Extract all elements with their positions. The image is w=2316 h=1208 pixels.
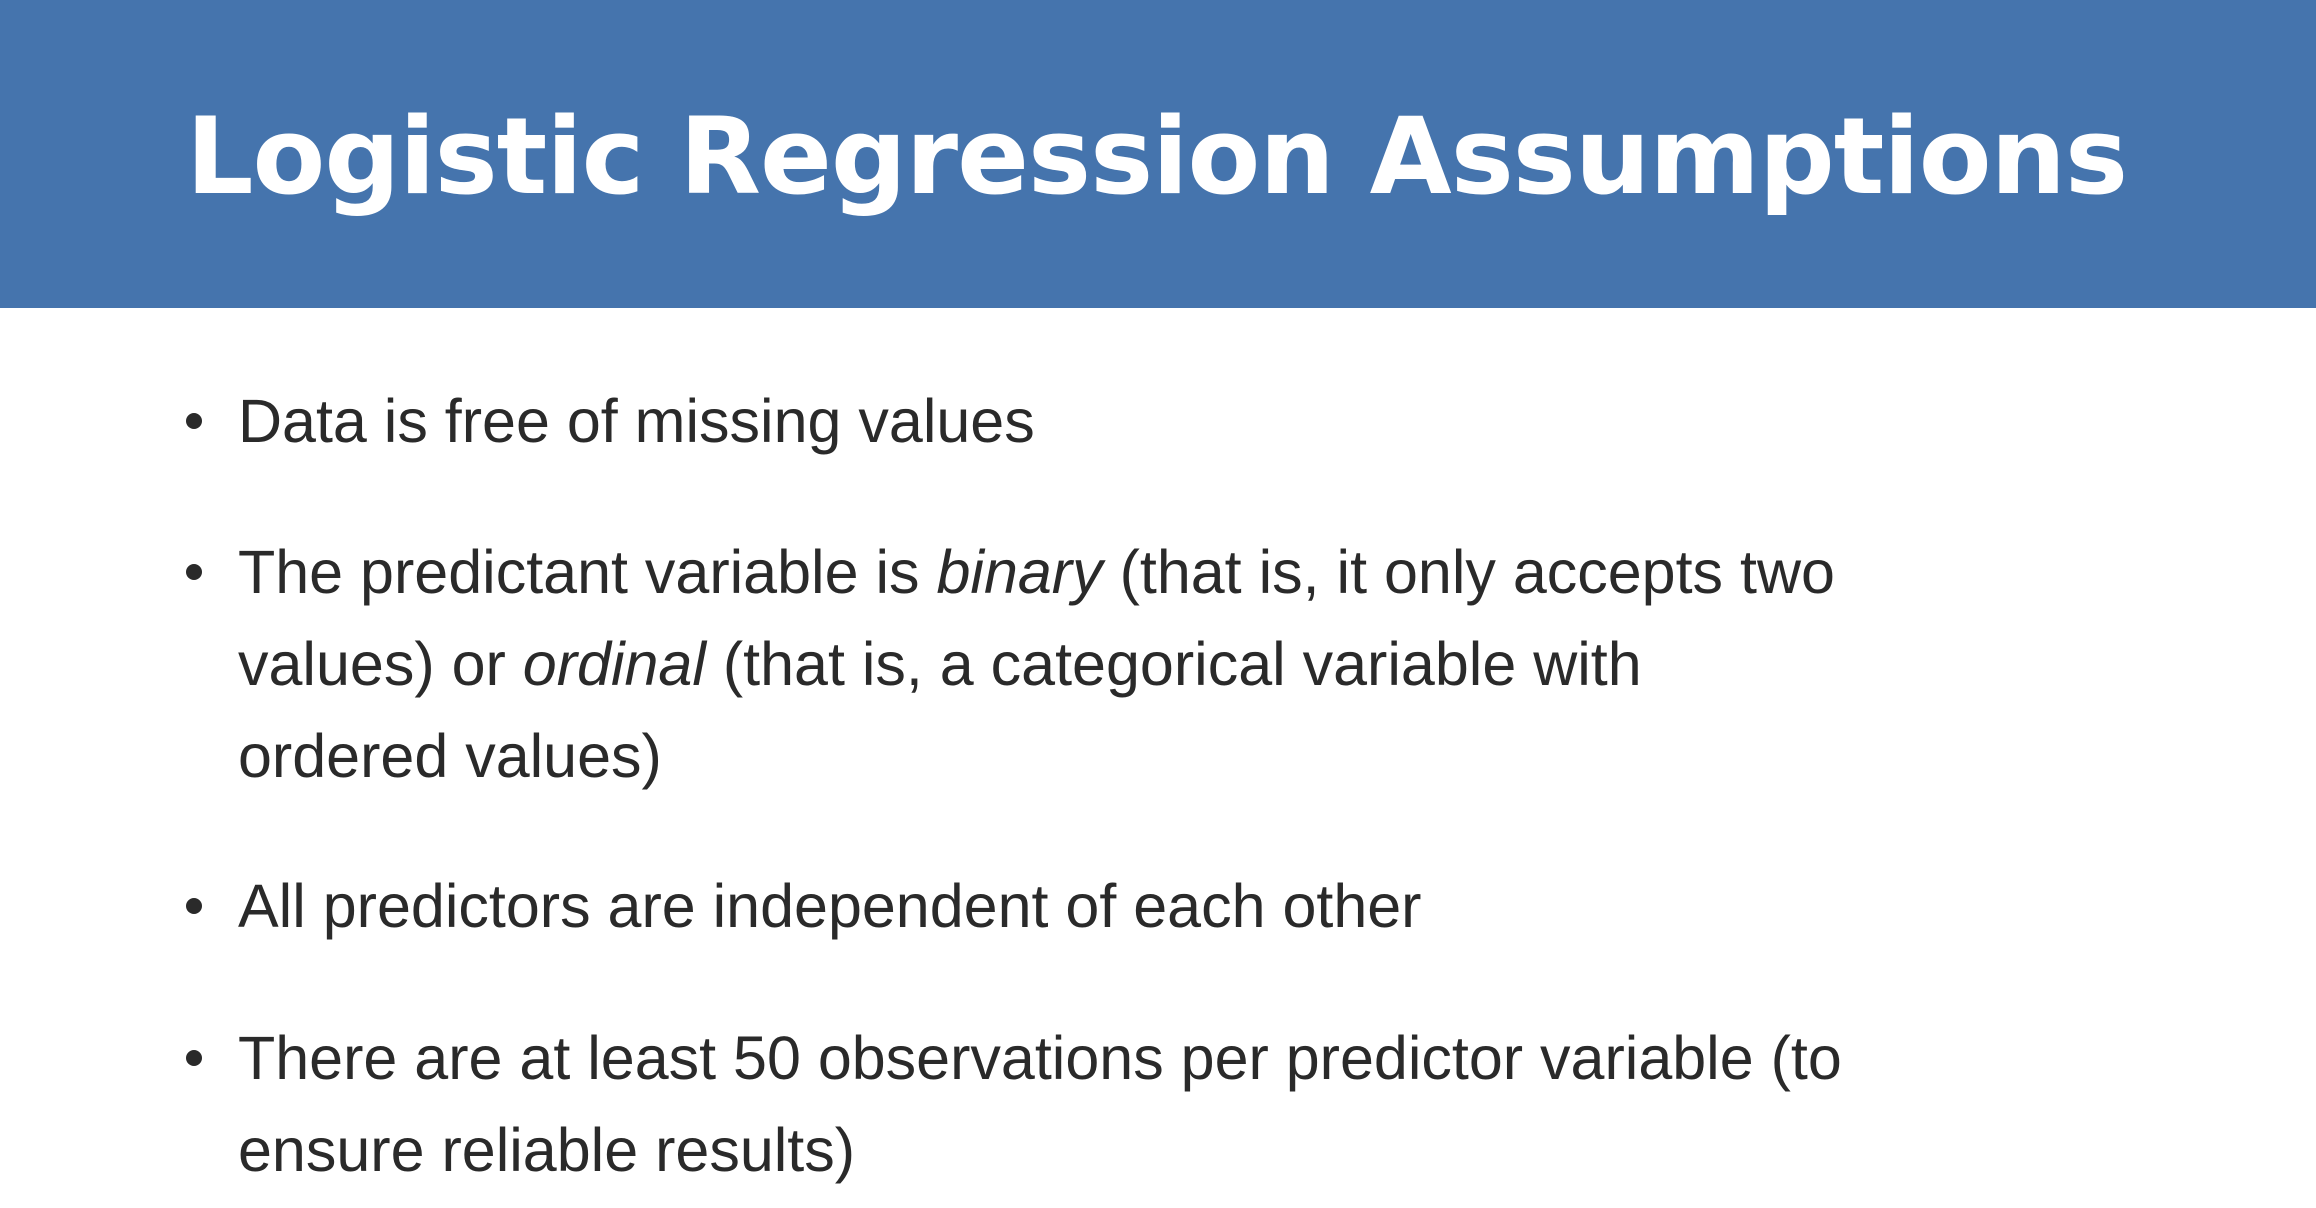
list-item: All predictors are independent of each o… [186,860,2018,952]
bullet-dot-icon [186,898,202,914]
list-item: There are at least 50 observations per p… [186,1012,2018,1196]
bullet-text-line: There are at least 50 observations per p… [238,1024,1842,1092]
bullet-text-line: ensure reliable results) [238,1116,856,1184]
bullet-dot-icon [186,1050,202,1066]
list-item: Data is free of missing values [186,375,2018,467]
slide-title: Logistic Regression Assumptions [186,95,2128,218]
emphasis-ordinal: ordinal [522,630,706,698]
bullet-dot-icon [186,413,202,429]
title-banner: Logistic Regression Assumptions [0,0,2316,308]
bullet-text-line: values) or ordinal (that is, a categoric… [238,618,2018,710]
bullet-text-part: The predictant variable is [238,538,937,606]
bullet-text-part: (that is, a categorical variable with [705,630,1642,698]
bullet-text-line: ordered values) [238,722,662,790]
bullet-text: All predictors are independent of each o… [238,872,1422,940]
emphasis-binary: binary [936,538,1103,606]
bullet-text-part: (that is, it only accepts two [1102,538,1835,606]
bullet-text: Data is free of missing values [238,387,1035,455]
bullet-text-part: values) or [238,630,523,698]
bullet-text-line: The predictant variable is binary (that … [238,526,2018,618]
list-item: The predictant variable is binary (that … [186,526,2018,802]
bullet-dot-icon [186,564,202,580]
